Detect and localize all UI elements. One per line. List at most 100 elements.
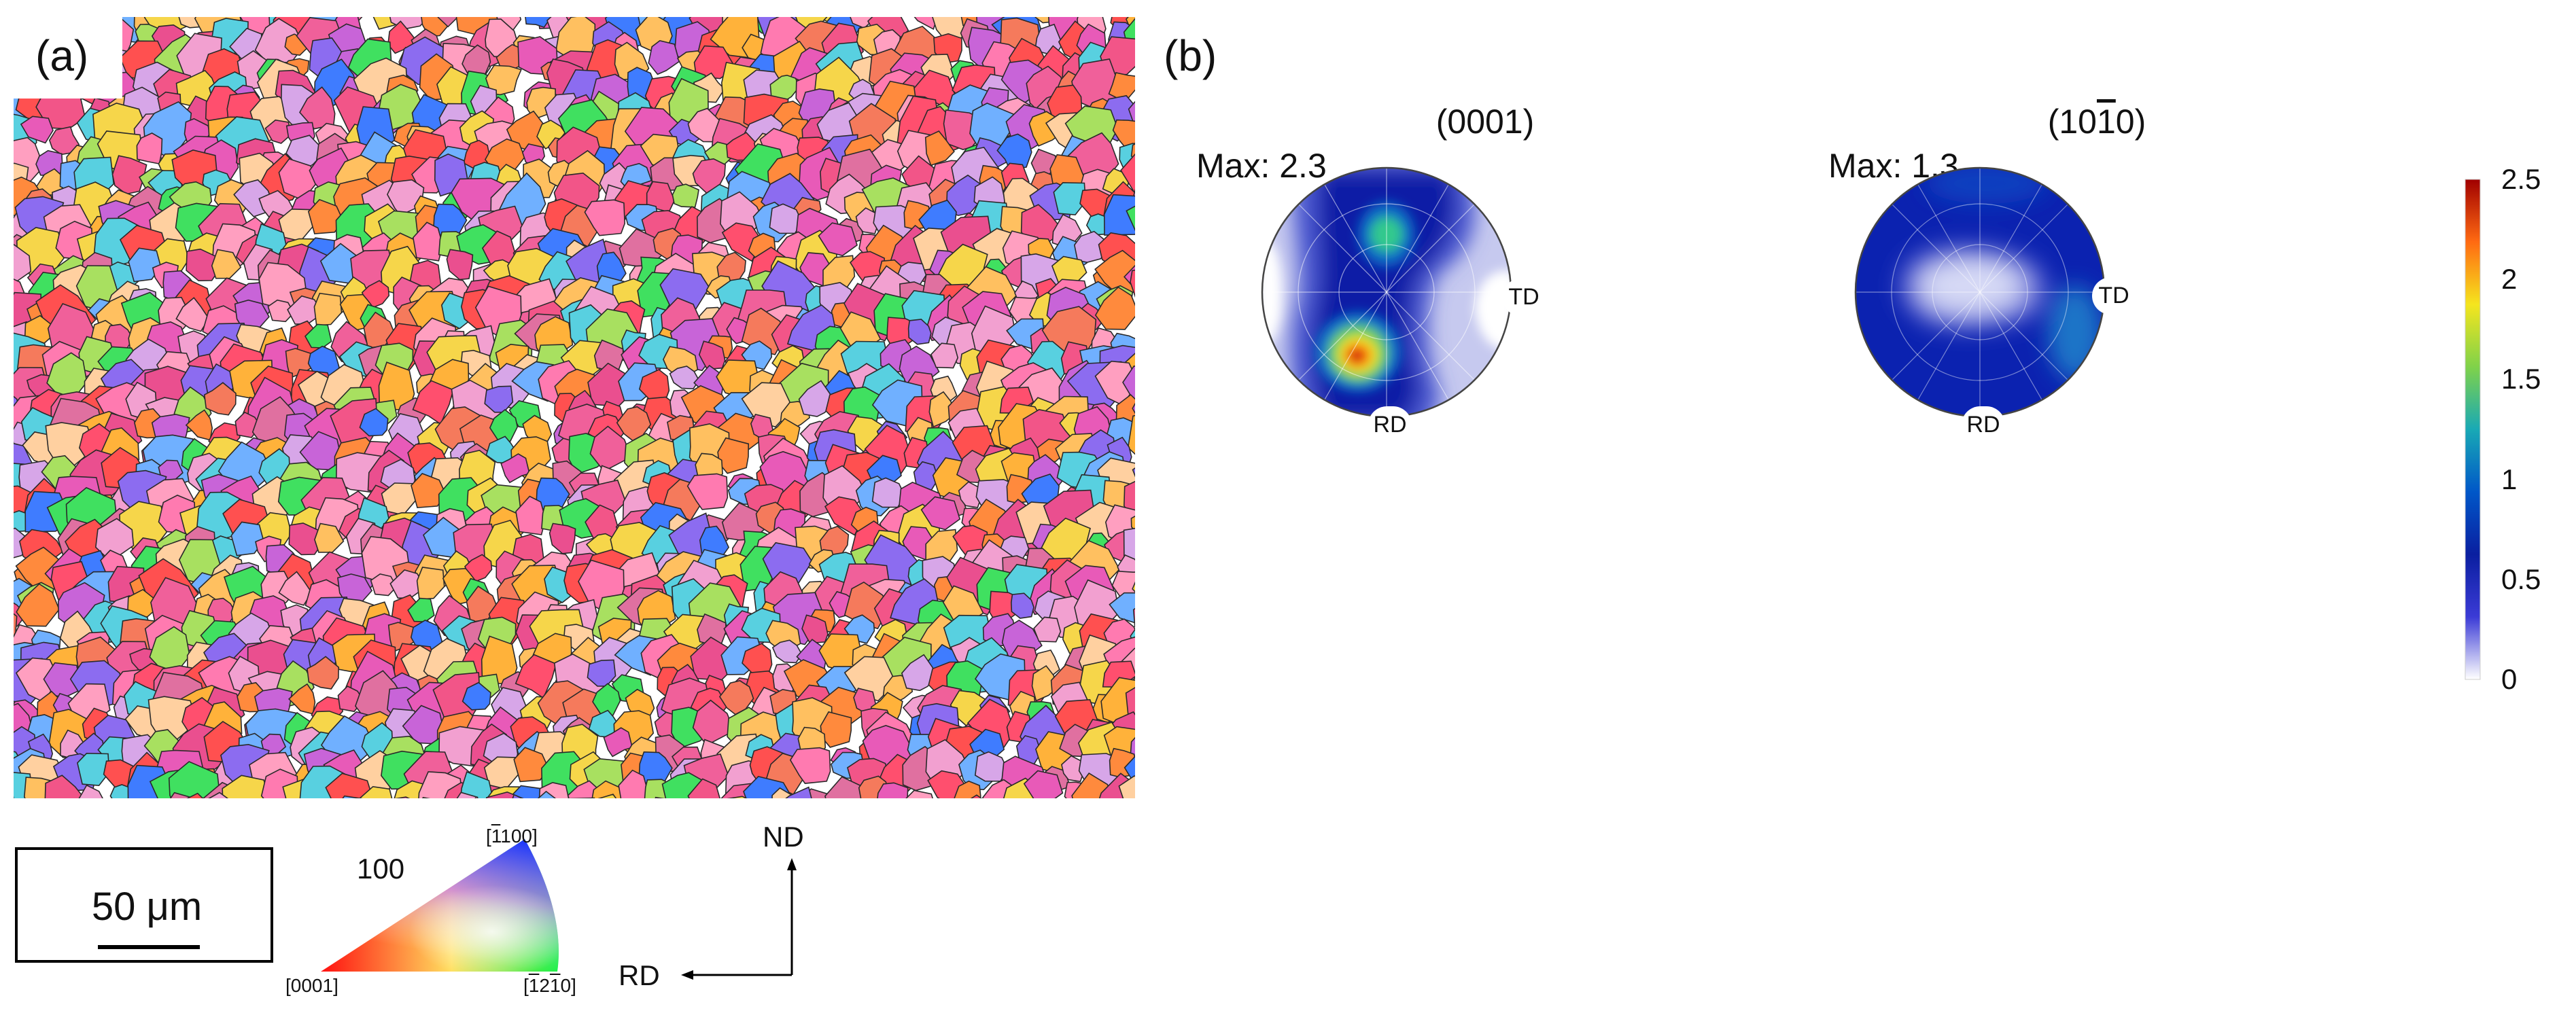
grain [743, 776, 796, 798]
grain [14, 770, 33, 798]
grain [1118, 775, 1135, 798]
grain [77, 752, 110, 787]
grain [386, 17, 433, 30]
ipf-corner-right-overbar: 1 [528, 975, 540, 996]
pole-figure-1-rd: RD [1368, 406, 1412, 444]
grain [1023, 770, 1064, 798]
grain [500, 453, 530, 484]
grain [584, 199, 626, 236]
grain [288, 522, 323, 556]
grain [769, 74, 800, 103]
axes-triad [681, 858, 797, 980]
axis-label-nd: ND [763, 821, 804, 853]
grain [698, 340, 726, 370]
ipf-corner-right: [1210] [523, 975, 576, 996]
grain [1123, 527, 1135, 569]
grain [20, 115, 54, 144]
grain [1126, 196, 1135, 238]
grain [567, 780, 610, 798]
grain [75, 24, 107, 55]
grain [417, 771, 464, 798]
grain [769, 203, 803, 234]
grain [549, 522, 576, 554]
colorbar-tick-label: 0.5 [2501, 563, 2541, 595]
grain [1120, 150, 1135, 204]
grain [818, 222, 858, 257]
grain [411, 473, 447, 509]
colorbar [2465, 179, 2481, 680]
grain [48, 126, 80, 156]
grain [903, 789, 935, 798]
grain [1132, 456, 1135, 495]
pole-figure-2-title-prefix: (10 [2047, 103, 2097, 141]
grain [462, 681, 491, 711]
pole-figure-2-rd: RD [1962, 406, 2005, 444]
grain [485, 65, 522, 96]
grain [1130, 512, 1135, 537]
grain [1073, 230, 1109, 264]
grain [1103, 194, 1135, 236]
grain [416, 567, 445, 601]
grain [1125, 17, 1135, 48]
grain [1132, 601, 1135, 631]
grain [909, 17, 939, 31]
grain [128, 247, 162, 283]
ipf-value-label: 100 [357, 853, 405, 885]
grain [686, 473, 729, 510]
grain [1125, 683, 1135, 732]
grain [412, 221, 444, 262]
grain [203, 382, 237, 416]
grain [1130, 137, 1135, 168]
colorbar-tick-label: 1.5 [2501, 363, 2541, 395]
grain [14, 599, 27, 628]
grain [459, 771, 493, 798]
pole-figure-2 [1854, 166, 2106, 418]
grain [1130, 728, 1135, 766]
grain [288, 683, 316, 715]
grain [14, 527, 29, 560]
ipf-corner-top-overbar: 1 [491, 825, 501, 847]
pole-figure-2-td: TD [2092, 277, 2136, 315]
grain [14, 53, 27, 82]
grain [314, 522, 345, 553]
grain [14, 69, 37, 100]
grain [669, 366, 700, 390]
grain [136, 132, 163, 165]
colorbar-tick-label: 0 [2501, 663, 2518, 695]
panel-label-a: (a) [35, 31, 89, 80]
grain [789, 747, 831, 784]
scale-bar-box: 50 μm [15, 847, 273, 963]
grain [953, 780, 981, 798]
grain [687, 778, 722, 798]
grain [771, 639, 803, 664]
grain [924, 130, 955, 166]
ebsd-orientation-map [14, 17, 1135, 798]
grain [1124, 251, 1135, 297]
colorbar-tick-label: 2.5 [2501, 163, 2541, 195]
grain [974, 751, 1009, 782]
grain [175, 297, 210, 332]
panel-label-b: (b) [1164, 31, 1217, 80]
grain [1122, 365, 1135, 402]
grain [211, 249, 242, 279]
grain [14, 17, 51, 49]
grain [60, 56, 97, 92]
grain [44, 775, 88, 798]
grain [446, 249, 474, 281]
pole-figure-1-title: (0001) [1435, 103, 1535, 141]
ipf-corner-right-overbar2: 1 [549, 975, 561, 996]
grain [661, 772, 706, 798]
grain [927, 770, 969, 798]
grain [1109, 592, 1135, 625]
grain [920, 496, 961, 531]
grain [513, 747, 549, 783]
grain [419, 17, 454, 37]
grain [523, 17, 553, 29]
ipf-corner-left: [0001] [285, 975, 338, 996]
grain [359, 408, 389, 437]
grain [38, 54, 90, 105]
grain [325, 772, 375, 798]
grain [80, 17, 118, 37]
grain [801, 614, 829, 644]
grain [1123, 17, 1135, 68]
